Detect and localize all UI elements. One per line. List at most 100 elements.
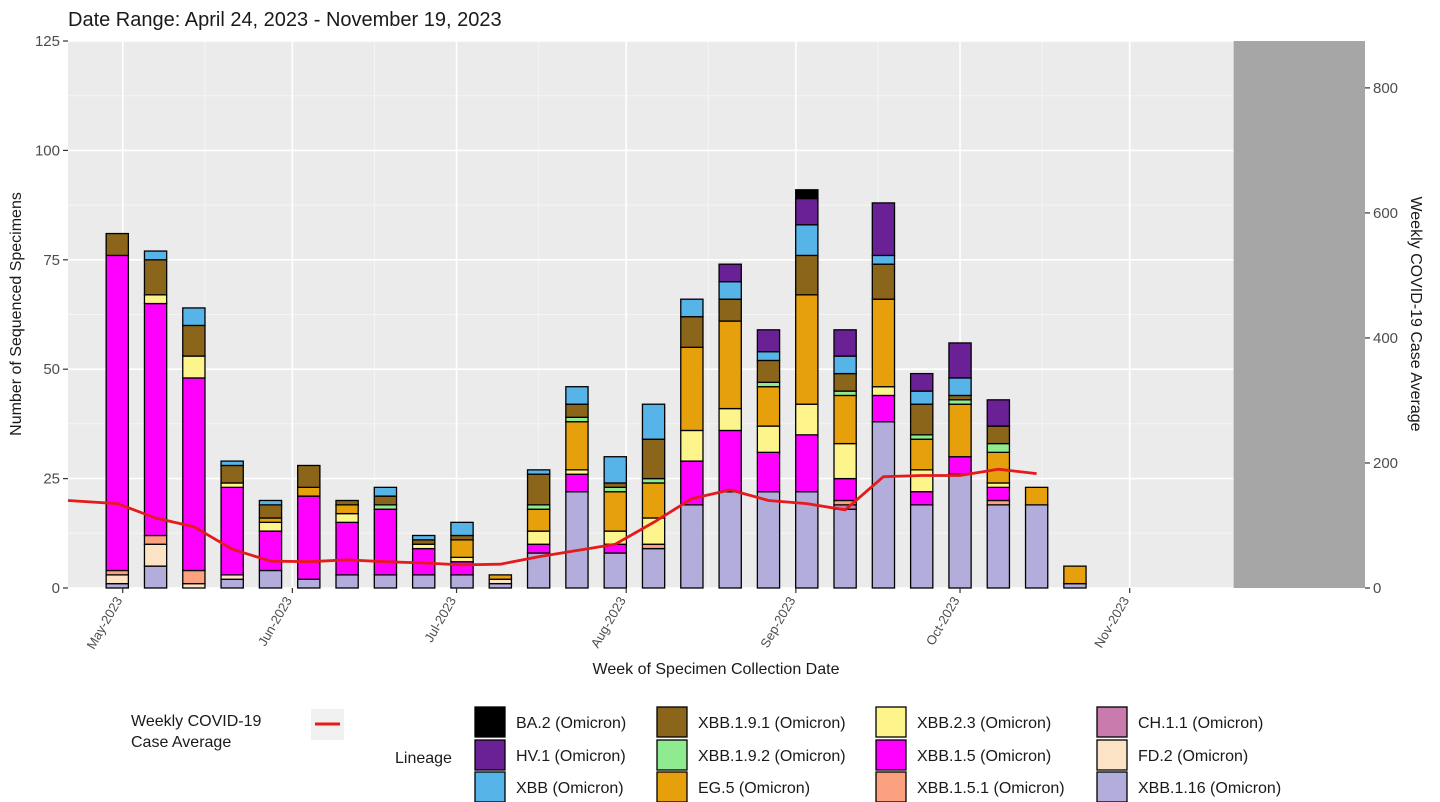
legend-swatch <box>1096 739 1128 771</box>
bar-segment <box>105 574 130 585</box>
y-axis-title: Number of Sequenced Specimens <box>8 192 25 436</box>
bar-segment <box>871 421 896 589</box>
y-tick-label: 0 <box>52 580 60 597</box>
bar-segment <box>756 351 781 362</box>
bar-segment <box>526 469 551 475</box>
legend-label: CH.1.1 (Omicron) <box>1138 715 1263 732</box>
legend-label: HV.1 (Omicron) <box>516 748 626 765</box>
bar-segment <box>182 324 206 357</box>
bar-segment <box>909 504 934 589</box>
bar-segment <box>105 582 130 589</box>
bar-segment <box>258 504 283 519</box>
y-tick-label: 25 <box>43 471 60 488</box>
legend-label: XBB.2.3 (Omicron) <box>917 715 1051 732</box>
bar-segment <box>756 386 781 427</box>
bar-segment <box>833 372 857 392</box>
x-tick-label: Aug-2023 <box>588 594 629 650</box>
bar-segment <box>756 451 781 493</box>
bar-segment <box>1063 582 1087 589</box>
bar-segment <box>948 473 972 589</box>
bar-segment <box>986 425 1011 445</box>
bar-segment <box>335 504 359 515</box>
bar-segment <box>526 473 551 506</box>
bar-segment <box>1024 504 1049 589</box>
bar-segment <box>526 508 551 532</box>
bar-segment <box>1024 486 1049 506</box>
bar-segment <box>373 495 398 506</box>
case-average-line-group <box>67 467 1037 567</box>
bar-segment <box>641 543 666 550</box>
bar-segment <box>143 302 168 537</box>
bar-segment <box>680 429 704 462</box>
line-legend: Weekly COVID-19 Case Average <box>131 709 344 751</box>
bar-segment <box>335 512 359 524</box>
bar-segment <box>297 495 321 580</box>
bar-segment <box>220 578 244 589</box>
y2-axis-title: Weekly COVID-19 Case Average <box>1407 196 1424 431</box>
bar-segment <box>488 582 513 589</box>
legend-swatch <box>656 739 688 771</box>
bar-segment <box>335 574 359 589</box>
bar-segment <box>795 197 819 226</box>
bar-segment <box>450 574 474 589</box>
bar-segment <box>986 442 1011 453</box>
bar-segment <box>718 429 742 493</box>
bar-segment <box>258 530 283 572</box>
lineage-legend: Lineage BA.2 (Omicron) XBB.1.9.1 (Omicron… <box>395 706 1281 802</box>
bar-segment <box>795 294 819 405</box>
bar-segment <box>756 491 781 589</box>
legend-label: FD.2 (Omicron) <box>1138 748 1248 765</box>
bar-segment <box>756 381 781 388</box>
bar-segment <box>871 254 896 265</box>
y2-tick-label: 0 <box>1373 580 1381 597</box>
y2-tick-label: 200 <box>1373 455 1398 472</box>
bar-segment <box>756 425 781 453</box>
bar-segment <box>143 565 168 589</box>
bar-segment <box>565 473 589 493</box>
legend-swatch <box>474 739 506 771</box>
shaded-region <box>1233 41 1365 588</box>
line-legend-label-2: Case Average <box>131 734 231 751</box>
bar-segment <box>986 482 1011 489</box>
bar-segment <box>105 569 130 576</box>
y-tick-label: 125 <box>35 33 60 50</box>
bar-segment <box>526 543 551 554</box>
bar-segment <box>833 508 857 589</box>
bar-segment <box>756 359 781 383</box>
legend-title: Lineage <box>395 750 452 767</box>
bar-segment <box>833 390 857 397</box>
bar-segment <box>258 499 283 506</box>
legend-label: XBB.1.5 (Omicron) <box>917 748 1051 765</box>
bar-segment <box>565 416 589 423</box>
bar-segment <box>641 403 666 440</box>
legend-label: BA.2 (Omicron) <box>516 715 626 732</box>
bar-segment <box>909 372 934 392</box>
bar-segment <box>948 399 972 405</box>
bar-segment <box>680 346 704 432</box>
bar-segment <box>986 399 1011 427</box>
x-axis-title: Week of Specimen Collection Date <box>593 661 840 678</box>
y2-tick-label: 600 <box>1373 205 1398 222</box>
bar-segment <box>373 504 398 510</box>
bar-segment <box>795 189 819 200</box>
bar-segment <box>795 434 819 493</box>
bar-segment <box>182 307 206 327</box>
bar-segment <box>871 202 896 257</box>
bar-segment <box>641 547 666 589</box>
bar-segment <box>143 534 168 545</box>
bar-segment <box>909 469 934 493</box>
bar-segment <box>833 394 857 445</box>
bar-segment <box>143 294 168 305</box>
bar-segment <box>297 464 321 489</box>
bar-segment <box>718 263 742 283</box>
legend-swatch <box>1096 706 1128 738</box>
bar-segment <box>795 403 819 436</box>
bar-segment <box>297 486 321 497</box>
bar-segment <box>411 574 436 589</box>
bar-segment <box>833 477 857 502</box>
bar-segment <box>565 421 589 471</box>
bar-segment <box>143 543 168 567</box>
x-tick-label: Sep-2023 <box>757 594 798 650</box>
bar-segment <box>795 224 819 257</box>
